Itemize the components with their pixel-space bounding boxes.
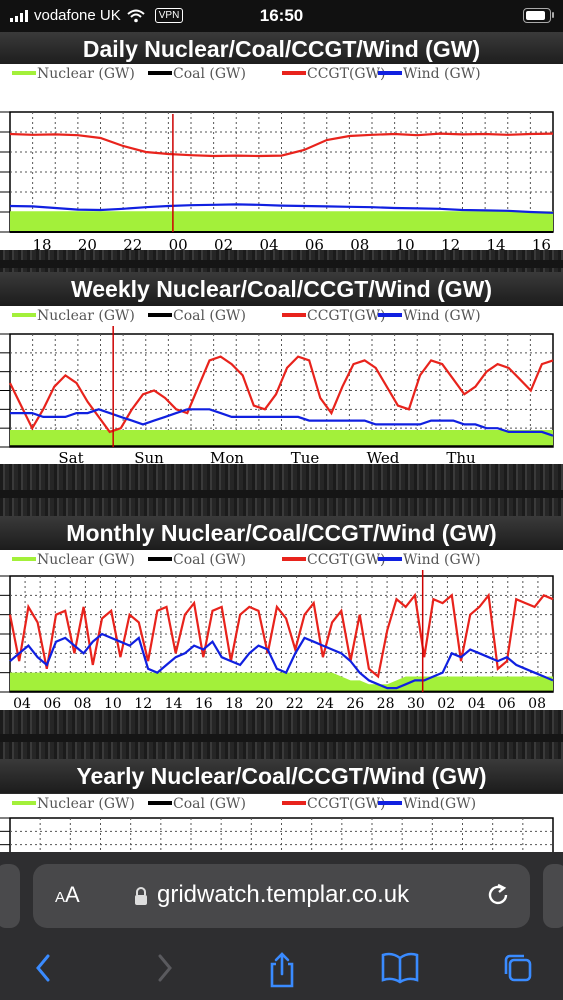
- chart-weekly-svg: Nuclear (GW) Coal (GW) CCGT(GW) Wind (GW) Sa…: [0, 308, 554, 467]
- x-tick-label: 14: [486, 236, 505, 250]
- x-tick-label: Thu: [446, 449, 476, 464]
- chart-yearly: Nuclear (GW) Coal (GW) CCGT(GW) Wind(GW): [0, 794, 563, 852]
- series-line-ccgt: [8, 592, 554, 679]
- x-tick-label: Mon: [210, 449, 244, 464]
- signal-icon: [10, 9, 28, 22]
- tabs-icon[interactable]: [500, 950, 536, 986]
- legend-entry: Wind(GW): [403, 796, 476, 812]
- chart-daily: Nuclear (GW) Coal (GW) CCGT(GW) Wind (GW) 18…: [0, 64, 563, 254]
- forward-button[interactable]: [152, 950, 178, 986]
- reader-options-button[interactable]: AA: [55, 882, 80, 907]
- x-tick-label: Wed: [367, 449, 400, 464]
- x-tick-label: 20: [78, 236, 97, 250]
- share-icon[interactable]: [266, 950, 298, 990]
- reload-icon[interactable]: [484, 880, 512, 910]
- x-tick-label: 06: [305, 236, 324, 250]
- x-tick-label: 30: [407, 696, 425, 710]
- legend-entry: CCGT(GW): [307, 66, 385, 82]
- status-left: vodafone UK VPN: [10, 7, 184, 24]
- x-tick-label: 22: [286, 696, 304, 710]
- x-tick-label: 04: [468, 696, 486, 710]
- x-tick-label: 06: [498, 696, 516, 710]
- previous-tab-preview[interactable]: [0, 864, 20, 928]
- series-line-wind: [10, 408, 554, 437]
- section-title-yearly: Yearly Nuclear/Coal/CCGT/Wind (GW): [0, 759, 563, 793]
- chart-weekly: Nuclear (GW) Coal (GW) CCGT(GW) Wind (GW) Sa…: [0, 306, 563, 467]
- battery-icon: [523, 8, 554, 23]
- legend-entry: Wind (GW): [403, 308, 481, 324]
- x-tick-label: 00: [169, 236, 188, 250]
- url-text[interactable]: gridwatch.templar.co.uk: [157, 881, 410, 908]
- web-content[interactable]: Daily Nuclear/Coal/CCGT/Wind (GW) Nuclea…: [0, 32, 563, 852]
- series-area-nuclear: [10, 211, 553, 232]
- x-tick-label: 12: [441, 236, 460, 250]
- legend-entry: Coal (GW): [173, 552, 246, 568]
- wifi-icon: [127, 9, 145, 22]
- x-tick-label: 20: [255, 696, 273, 710]
- section-title-daily: Daily Nuclear/Coal/CCGT/Wind (GW): [0, 32, 563, 66]
- status-bar: vodafone UK VPN 16:50: [0, 0, 563, 32]
- legend-entry: Nuclear (GW): [37, 66, 135, 82]
- series-line-wind: [9, 203, 554, 214]
- section-title-monthly: Monthly Nuclear/Coal/CCGT/Wind (GW): [0, 516, 563, 550]
- legend-entry: CCGT(GW): [307, 552, 385, 568]
- x-tick-label: 10: [396, 236, 415, 250]
- legend-entry: Coal (GW): [173, 66, 246, 82]
- lock-icon: [135, 887, 147, 905]
- legend-entry: Wind (GW): [403, 552, 481, 568]
- legend-entry: Coal (GW): [173, 308, 246, 324]
- legend-entry: Nuclear (GW): [37, 308, 135, 324]
- series-line-ccgt: [9, 132, 554, 158]
- legend-entry: CCGT(GW): [307, 308, 385, 324]
- legend-entry: Wind (GW): [403, 66, 481, 82]
- x-tick-label: 02: [214, 236, 233, 250]
- x-tick-label: 26: [346, 696, 364, 710]
- x-tick-label: 08: [350, 236, 369, 250]
- section-title-weekly: Weekly Nuclear/Coal/CCGT/Wind (GW): [0, 272, 563, 306]
- x-tick-label: 18: [225, 696, 243, 710]
- x-tick-label: 16: [532, 236, 551, 250]
- x-tick-label: 24: [316, 696, 334, 710]
- x-tick-label: 04: [13, 696, 31, 710]
- legend-entry: CCGT(GW): [307, 796, 385, 812]
- bookmarks-icon[interactable]: [380, 950, 420, 986]
- x-tick-label: 04: [259, 236, 278, 250]
- x-tick-label: 18: [32, 236, 51, 250]
- chart-yearly-svg: Nuclear (GW) Coal (GW) CCGT(GW) Wind(GW): [0, 796, 554, 852]
- clock: 16:50: [259, 6, 304, 25]
- x-tick-label: Sun: [134, 449, 164, 464]
- chart-monthly: Nuclear (GW) Coal (GW) CCGT(GW) Wind (GW) 04…: [0, 550, 563, 712]
- vpn-badge: VPN: [154, 8, 184, 23]
- x-tick-label: 28: [377, 696, 395, 710]
- series-line-ccgt: [9, 355, 554, 434]
- series-area-nuclear: [10, 430, 553, 447]
- x-tick-label: Tue: [291, 449, 320, 464]
- chart-daily-svg: Nuclear (GW) Coal (GW) CCGT(GW) Wind (GW) 18…: [0, 66, 554, 254]
- legend-entry: Nuclear (GW): [37, 552, 135, 568]
- x-tick-label: 02: [437, 696, 455, 710]
- series-area-nuclear: [10, 672, 553, 692]
- x-tick-label: 08: [528, 696, 546, 710]
- x-tick-label: 14: [165, 696, 183, 710]
- chart-monthly-svg: Nuclear (GW) Coal (GW) CCGT(GW) Wind (GW) 04…: [0, 552, 554, 712]
- browser-bottom-bar: AA gridwatch.templar.co.uk: [0, 852, 563, 1000]
- browser-toolbar: [0, 942, 563, 1000]
- x-tick-label: Sat: [58, 449, 83, 464]
- legend-entry: Coal (GW): [173, 796, 246, 812]
- x-tick-label: 08: [74, 696, 92, 710]
- series-line-wind: [9, 632, 554, 690]
- legend-entry: Nuclear (GW): [37, 796, 135, 812]
- carrier-name: vodafone UK: [34, 7, 121, 24]
- next-tab-preview[interactable]: [543, 864, 563, 928]
- address-bar[interactable]: AA gridwatch.templar.co.uk: [33, 864, 530, 928]
- x-tick-label: 22: [123, 236, 142, 250]
- back-button[interactable]: [30, 950, 56, 986]
- x-tick-label: 12: [134, 696, 152, 710]
- x-tick-label: 10: [104, 696, 122, 710]
- x-tick-label: 16: [195, 696, 213, 710]
- x-tick-label: 06: [43, 696, 61, 710]
